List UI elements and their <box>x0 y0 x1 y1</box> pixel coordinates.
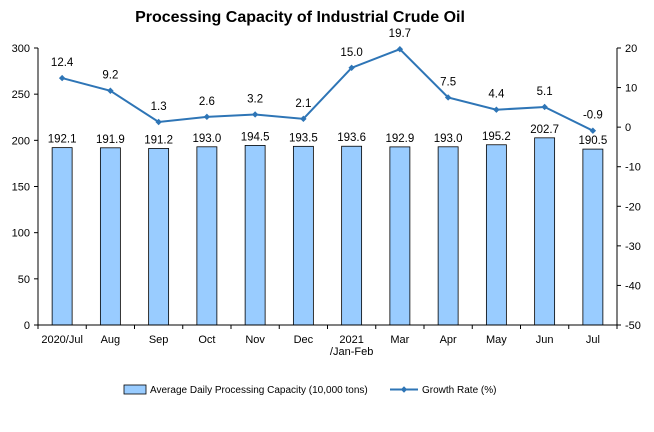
bar-value-label-3: 193.0 <box>192 133 221 145</box>
bar-value-label-11: 190.5 <box>578 135 607 147</box>
bar-value-label-8: 193.0 <box>434 133 463 145</box>
growth-rate-point-2 <box>155 118 162 126</box>
bar-value-label-2: 191.2 <box>144 134 173 146</box>
x-tick-label-3: Oct <box>198 334 215 346</box>
bar-value-label-4: 194.5 <box>241 131 270 143</box>
growth-rate-label-7: 19.7 <box>389 28 411 40</box>
x-tick-label-9: May <box>486 334 507 346</box>
bar-8 <box>437 146 459 326</box>
x-tick-label-0: 2020/Jul <box>41 334 83 346</box>
growth-rate-point-1 <box>107 87 114 94</box>
left-tick-label-3: 150 <box>12 182 30 194</box>
left-tick-label-4: 200 <box>12 135 30 147</box>
growth-rate-point-4 <box>251 111 259 118</box>
growth-rate-label-1: 9.2 <box>102 70 118 82</box>
bar-value-label-5: 193.5 <box>289 132 318 144</box>
bar-0 <box>51 147 73 326</box>
bars-layer <box>51 137 604 326</box>
x-tick-label-5: Dec <box>294 334 314 346</box>
growth-rate-point-11 <box>589 127 597 134</box>
bar-3 <box>196 146 218 326</box>
bar-5 <box>292 145 314 326</box>
right-tick-label-7: 20 <box>625 43 637 55</box>
left-tick-label-6: 300 <box>12 43 30 55</box>
x-tick-label-11: Jul <box>586 334 600 346</box>
line-layer <box>58 45 597 134</box>
bar-value-label-1: 191.9 <box>96 134 125 146</box>
left-tick-label-0: 0 <box>24 320 30 332</box>
bar-4 <box>244 145 266 326</box>
bar-6 <box>341 145 363 326</box>
growth-rate-point-5 <box>300 115 307 123</box>
bar-7 <box>389 146 411 326</box>
growth-rate-label-4: 3.2 <box>247 93 263 105</box>
right-tick-label-4: -10 <box>625 162 641 174</box>
x-tick-label-2: Sep <box>149 334 169 346</box>
bar-value-label-9: 195.2 <box>482 131 511 143</box>
growth-rate-label-3: 2.6 <box>199 96 215 108</box>
growth-rate-point-10 <box>541 103 548 111</box>
growth-rate-label-9: 4.4 <box>488 89 505 101</box>
growth-rate-label-0: 12.4 <box>51 57 74 69</box>
growth-rate-point-7 <box>396 45 404 53</box>
growth-rate-label-11: -0.9 <box>583 110 603 122</box>
bar-1 <box>99 147 121 326</box>
axes-layer: 050100150200250300-50-40-30-20-100102020… <box>12 43 641 358</box>
growth-rate-point-8 <box>444 94 452 101</box>
x-tick-label-8: Apr <box>440 334 457 346</box>
growth-rate-line <box>61 48 594 132</box>
growth-rate-point-9 <box>493 106 500 113</box>
x-tick-label-10: Jun <box>536 334 554 346</box>
right-tick-label-6: 10 <box>625 83 637 95</box>
x-tick-label-6: 2021/Jan-Feb <box>330 334 373 358</box>
bar-value-label-10: 202.7 <box>530 124 559 136</box>
legend: Average Daily Processing Capacity (10,00… <box>123 384 496 396</box>
growth-rate-label-8: 7.5 <box>440 76 456 88</box>
growth-rate-point-3 <box>203 113 211 121</box>
right-tick-label-0: -50 <box>625 320 641 332</box>
bar-9 <box>485 144 507 326</box>
bar-10 <box>534 137 556 326</box>
right-tick-label-1: -40 <box>625 280 641 292</box>
left-tick-label-2: 100 <box>12 228 30 240</box>
bar-2 <box>148 148 170 326</box>
legend-bar-label: Average Daily Processing Capacity (10,00… <box>150 385 368 396</box>
x-tick-label-4: Nov <box>245 334 265 346</box>
labels-layer: 192.1 191.9 191.2 193.0 194.5 193.5 193.6 192.9… <box>48 28 608 147</box>
right-tick-label-5: 0 <box>625 122 631 134</box>
left-tick-label-5: 250 <box>12 89 30 101</box>
bar-value-label-7: 192.9 <box>385 133 414 145</box>
right-tick-label-3: -20 <box>625 201 641 213</box>
right-tick-label-2: -30 <box>625 241 641 253</box>
x-tick-label-7: Mar <box>390 334 409 346</box>
growth-rate-point-6 <box>348 64 355 71</box>
growth-rate-label-6: 15.0 <box>340 47 362 59</box>
bar-value-label-6: 193.6 <box>337 132 366 144</box>
legend-line-marker <box>400 386 408 393</box>
legend-bar-swatch <box>123 384 147 395</box>
bar-value-label-0: 192.1 <box>48 134 77 146</box>
x-tick-label-1: Aug <box>101 334 121 346</box>
growth-rate-label-5: 2.1 <box>295 98 311 110</box>
growth-rate-label-2: 1.3 <box>151 101 167 113</box>
legend-line-label: Growth Rate (%) <box>422 385 496 396</box>
chart-title: Processing Capacity of Industrial Crude … <box>135 9 465 26</box>
bar-11 <box>582 148 604 326</box>
growth-rate-label-10: 5.1 <box>537 86 553 98</box>
left-tick-label-1: 50 <box>18 274 30 286</box>
growth-rate-point-0 <box>58 74 66 82</box>
